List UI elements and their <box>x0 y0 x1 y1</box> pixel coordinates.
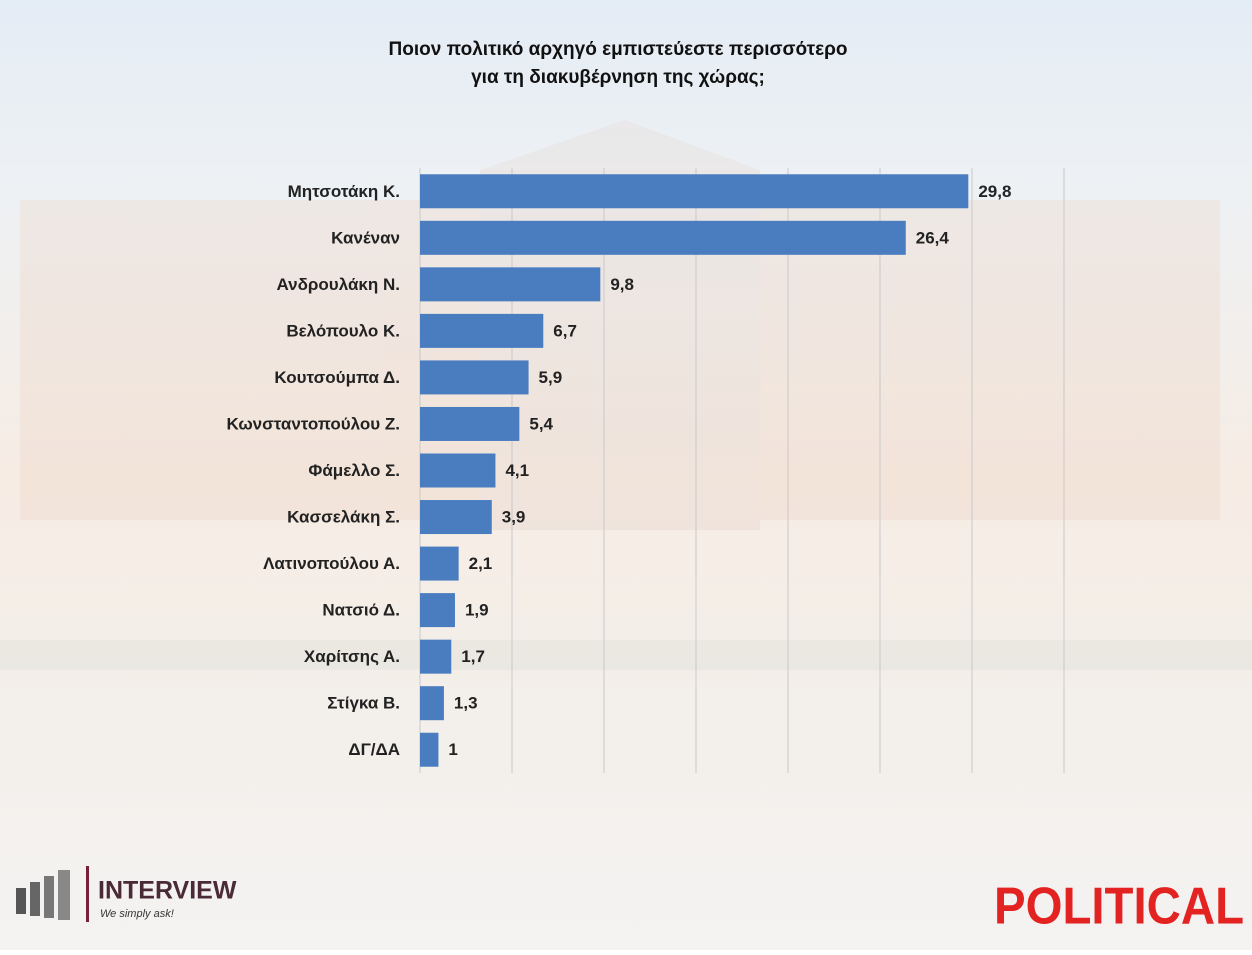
bar <box>420 174 969 209</box>
y-tick-label: Λατινοπούλου Α. <box>263 554 400 573</box>
value-label: 1,3 <box>454 694 478 713</box>
chart-title: Ποιον πολιτικό αρχηγό εμπιστεύεστε περισ… <box>389 39 848 60</box>
logo-text: INTERVIEW <box>98 877 237 905</box>
y-tick-label: Νατσιό Δ. <box>322 601 400 620</box>
bar <box>420 593 455 628</box>
bar <box>420 686 444 721</box>
value-label: 5,4 <box>529 414 553 433</box>
logo-divider <box>86 866 89 922</box>
bar <box>420 267 601 302</box>
bar <box>420 639 452 674</box>
y-tick-label: Βελόπουλο Κ. <box>286 321 400 340</box>
value-label: 5,9 <box>539 368 563 387</box>
value-label: 2,1 <box>469 554 493 573</box>
value-label: 29,8 <box>978 182 1011 201</box>
y-tick-label: Κανέναν <box>331 228 400 247</box>
value-label: 26,4 <box>916 228 950 247</box>
bar <box>420 406 520 441</box>
y-tick-label: ΔΓ/ΔΑ <box>348 740 400 759</box>
bar <box>420 313 544 348</box>
value-label: 3,9 <box>502 508 526 527</box>
value-label: 9,8 <box>610 275 634 294</box>
value-label: 6,7 <box>553 321 577 340</box>
logo-icon <box>16 888 26 914</box>
bar <box>420 220 906 255</box>
logo-tagline: We simply ask! <box>100 908 174 920</box>
value-label: 1,9 <box>465 601 489 620</box>
bar <box>420 360 529 395</box>
y-tick-label: Στίγκα Β. <box>327 694 400 713</box>
y-tick-label: Κωνσταντοπούλου Ζ. <box>226 414 400 433</box>
logo-icon <box>58 870 70 920</box>
political-logo: POLITICAL <box>994 878 1244 936</box>
y-tick-label: Κουτσούμπα Δ. <box>274 368 400 387</box>
y-tick-label: Μητσοτάκη Κ. <box>288 182 400 201</box>
value-label: 4,1 <box>505 461 529 480</box>
y-tick-label: Χαρίτσης Α. <box>304 647 400 666</box>
bar <box>420 546 459 581</box>
logo-icon <box>44 876 54 918</box>
bar <box>420 453 496 488</box>
value-label: 1,7 <box>461 647 485 666</box>
bar <box>420 732 439 767</box>
bar <box>420 500 492 535</box>
chart-title: για τη διακυβέρνηση της χώρας; <box>471 67 765 88</box>
interview-logo: INTERVIEW We simply ask! <box>16 866 237 922</box>
y-tick-label: Κασσελάκη Σ. <box>287 508 400 527</box>
y-tick-label: Ανδρουλάκη Ν. <box>277 275 401 294</box>
y-tick-label: Φάμελλο Σ. <box>308 461 400 480</box>
logo-icon <box>30 882 40 916</box>
value-label: 1 <box>448 740 457 759</box>
